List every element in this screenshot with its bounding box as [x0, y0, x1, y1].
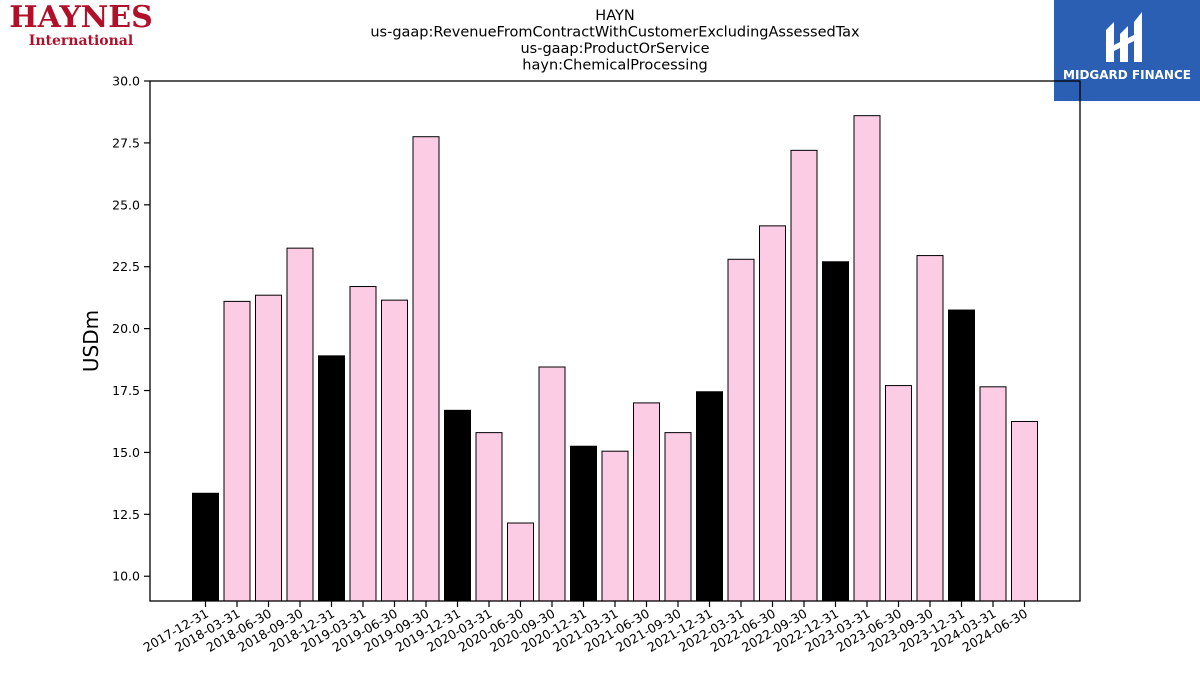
y-axis-label: USDm — [79, 310, 103, 372]
bar-2020-03-31 — [475, 432, 503, 602]
chart-title-line: hayn:ChemicalProcessing — [522, 58, 707, 74]
bar-2022-06-30 — [759, 225, 786, 602]
bar-2021-03-31 — [601, 450, 629, 602]
midgard-finance-logo: MIDGARD FINANCE — [1054, 0, 1200, 101]
bar-2022-03-31 — [727, 258, 755, 602]
y-tick-label: 10.0 — [112, 569, 140, 584]
y-tick-label: 12.5 — [112, 507, 140, 522]
y-axis: 10.0 12.5 15.0 17.5 20.0 22.5 25.0 27.5 30.0 — [112, 74, 150, 584]
y-tick-label: 15.0 — [112, 445, 140, 460]
y-tick-label: 25.0 — [112, 197, 140, 212]
bar-2018-09-30 — [286, 247, 314, 602]
haynes-logo-sub: International — [28, 33, 134, 49]
bar-2022-12-31 — [822, 261, 849, 602]
chart-title-line: HAYN — [595, 8, 634, 24]
bar-2023-09-30 — [916, 255, 944, 602]
bar-2021-06-30 — [633, 402, 660, 602]
y-tick-label: 27.5 — [112, 135, 140, 150]
y-tick-label: 30.0 — [112, 74, 140, 89]
bar-2018-12-31 — [318, 355, 345, 602]
plot-frame — [149, 80, 1081, 602]
x-axis: 2017-12-312018-03-312018-06-302018-09-30… — [141, 601, 1030, 655]
bar-2017-12-31 — [192, 492, 219, 602]
bar-2023-03-31 — [853, 115, 881, 602]
bar-2022-09-30 — [790, 149, 818, 602]
chart-title-line: us-gaap:RevenueFromContractWithCustomerE… — [370, 25, 860, 41]
bar-2023-06-30 — [885, 385, 912, 602]
y-tick-label: 17.5 — [112, 383, 140, 398]
bar-2021-12-31 — [696, 391, 723, 602]
haynes-logo-brand: HAYNES — [9, 0, 153, 35]
midgard-finance-name: MIDGARD FINANCE — [1063, 68, 1191, 82]
bar-2019-09-30 — [412, 136, 440, 602]
midgard-m-icon — [1106, 12, 1142, 62]
chart-title: HAYNus-gaap:RevenueFromContractWithCusto… — [370, 8, 860, 74]
bar-2020-12-31 — [570, 445, 597, 602]
y-tick-label: 20.0 — [112, 321, 140, 336]
bar-2019-12-31 — [444, 409, 471, 602]
y-tick-label: 22.5 — [112, 259, 140, 274]
bar-2023-12-31 — [948, 309, 975, 602]
bar-2018-03-31 — [223, 300, 251, 602]
bar-2020-06-30 — [507, 522, 534, 602]
bar-2019-03-31 — [349, 286, 377, 602]
bar-2019-06-30 — [381, 299, 408, 602]
haynes-logo: HAYNES International — [2, 2, 160, 50]
bar-2021-09-30 — [664, 432, 692, 602]
bar-2018-06-30 — [255, 294, 282, 602]
chart-title-line: us-gaap:ProductOrService — [520, 41, 709, 57]
bars — [192, 115, 1038, 602]
bar-2024-06-30 — [1011, 420, 1038, 602]
bar-2020-09-30 — [538, 366, 566, 602]
bar-2024-03-31 — [979, 386, 1007, 602]
